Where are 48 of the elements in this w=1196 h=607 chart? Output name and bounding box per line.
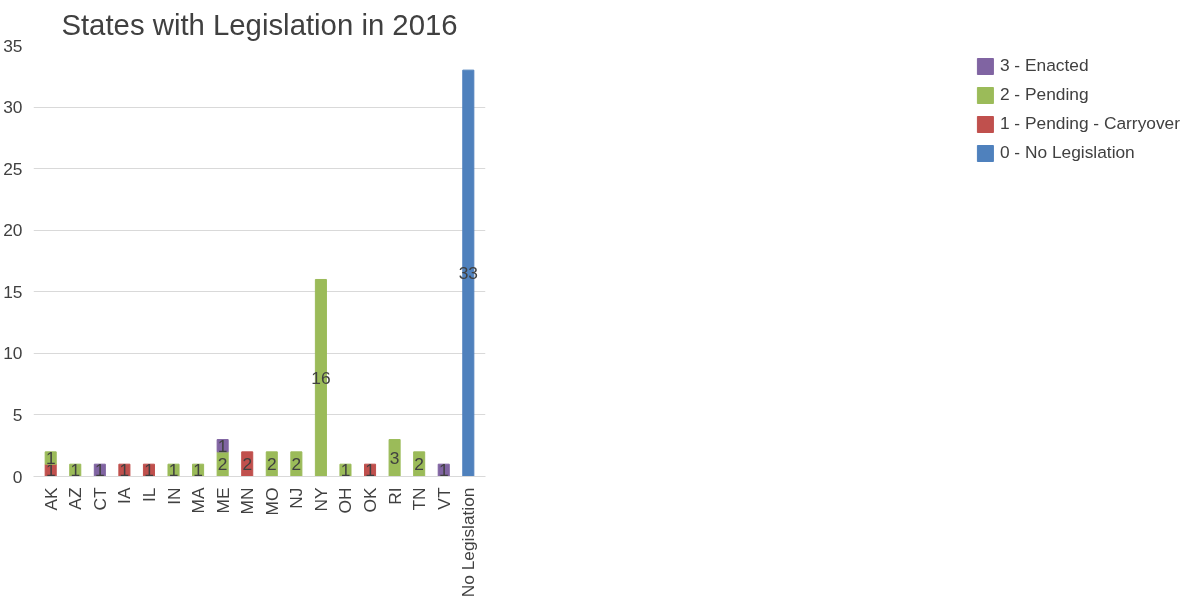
x-tick-label: OH: [335, 487, 356, 514]
x-tick-label: AZ: [65, 487, 86, 510]
data-label: 2: [242, 454, 253, 475]
legend-label: 2 - Pending: [999, 84, 1089, 105]
y-tick-label: 5: [12, 404, 23, 425]
bar: [388, 439, 401, 477]
x-tick-label: IA: [114, 487, 135, 504]
data-label: 3: [389, 448, 400, 469]
data-label: 1: [168, 460, 179, 481]
x-tick-label: TN: [409, 487, 430, 511]
y-tick-label: 10: [3, 343, 23, 364]
y-tick-label: 20: [3, 220, 23, 241]
chart-title: States with Legislation in 2016: [61, 7, 458, 41]
x-tick-label: MN: [237, 487, 258, 515]
x-tick-label: CT: [89, 487, 110, 511]
x-tick-label: No Legislation: [458, 487, 479, 598]
x-tick-label: VT: [433, 487, 454, 510]
data-label: 2: [414, 454, 424, 475]
x-tick-label: MA: [188, 487, 209, 514]
x-tick-label: IL: [138, 487, 159, 502]
x-tick-label: RI: [384, 487, 405, 505]
data-label: 1: [119, 460, 130, 481]
x-tick-label: IN: [163, 487, 184, 505]
x-tick-label: AK: [40, 487, 61, 511]
data-label: 1: [438, 460, 449, 481]
x-tick-label: NY: [310, 487, 331, 512]
data-label: 1: [340, 460, 351, 481]
data-label: 2: [291, 454, 302, 475]
data-label: 2: [217, 454, 228, 475]
data-label: 1: [193, 460, 203, 481]
x-tick-label: ME: [212, 487, 233, 514]
data-label: 2: [266, 454, 277, 475]
y-tick-label: 15: [3, 281, 23, 302]
data-label: 1: [144, 460, 154, 481]
y-tick-label: 35: [3, 35, 23, 56]
legend-label: 3 - Enacted: [999, 55, 1089, 76]
y-tick-label: 30: [3, 97, 23, 118]
data-label: 1: [95, 460, 105, 481]
y-tick-label: 0: [12, 466, 23, 487]
x-tick-label: NJ: [286, 487, 307, 509]
x-tick-label: OK: [360, 487, 381, 513]
y-tick-label: 25: [3, 158, 23, 179]
legend-label: 0 - No Legislation: [999, 142, 1135, 163]
data-label: 1: [365, 460, 375, 481]
data-label: 1: [217, 435, 228, 456]
legend-label: 1 - Pending - Carryover: [999, 113, 1180, 134]
data-label: 1: [70, 460, 81, 481]
x-tick-label: MO: [261, 487, 282, 516]
